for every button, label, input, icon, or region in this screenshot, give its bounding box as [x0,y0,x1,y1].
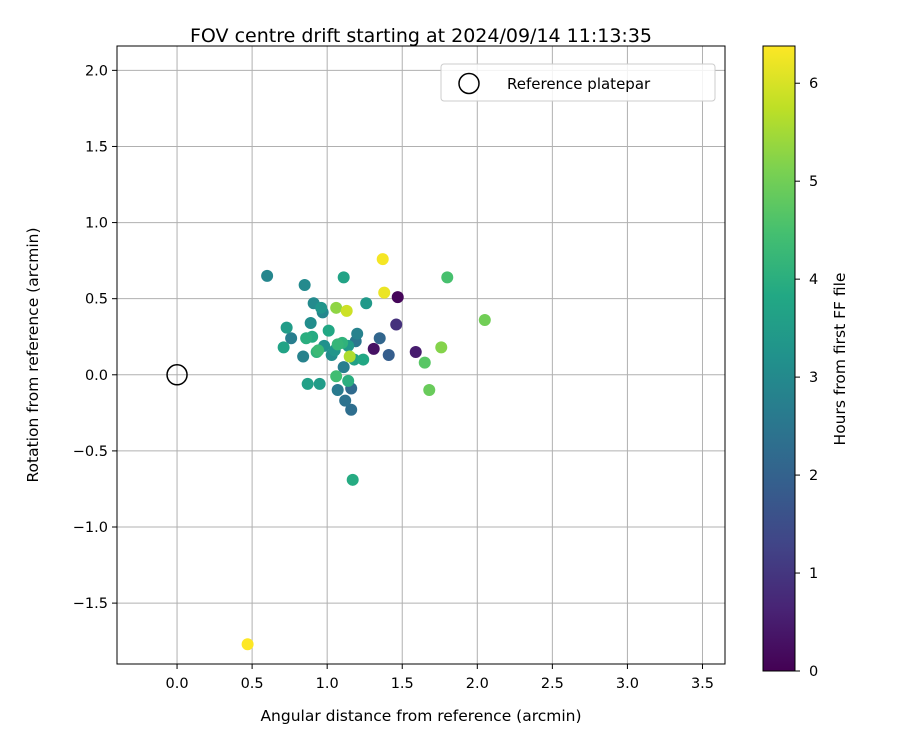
legend-box [440,63,716,102]
x-tick-label: 1.0 [316,676,339,692]
data-point [478,313,491,326]
data-point [418,356,431,369]
y-tick-label: 1.5 [85,139,108,155]
data-point [376,253,389,266]
data-points [241,253,491,651]
x-axis-ticks: 0.0 0.5 1.0 1.5 2.0 2.5 3.0 3.5 [166,664,714,692]
colorbar-tick-label: 3 [809,370,818,386]
x-tick-label: 2.0 [466,676,489,692]
colorbar-tick-label: 2 [809,468,818,484]
legend: Reference platepar [440,63,716,102]
data-point [351,327,364,340]
colorbar-ticks: 0 1 2 3 4 5 6 [795,76,818,680]
y-axis-label: Rotation from reference (arcmin) [24,227,42,482]
data-point [337,361,350,374]
data-point [331,338,344,351]
data-point [423,384,436,397]
data-point [241,638,254,651]
data-point [367,342,380,355]
y-tick-label: 0.5 [85,292,108,308]
data-point [346,473,359,486]
colorbar-tick-label: 4 [809,272,818,288]
data-point [261,269,274,282]
y-tick-label: 1.0 [85,216,108,232]
data-point [315,301,328,314]
y-axis-ticks: −1.5 −1.0 −0.5 0.0 0.5 1.0 1.5 2.0 [73,63,117,612]
x-tick-label: 3.0 [616,676,639,692]
y-tick-label: −0.5 [73,444,108,460]
x-tick-label: 3.5 [691,676,714,692]
data-point [340,304,353,317]
data-point [312,344,325,357]
data-point [378,286,391,299]
data-point [298,278,311,291]
data-point [337,271,350,284]
reference-platepar-marker [166,364,188,386]
data-point [277,341,290,354]
colorbar: 0 1 2 3 4 5 6 Hours from first FF file [762,45,849,680]
x-tick-label: 2.5 [541,676,564,692]
data-point [441,271,454,284]
legend-entry-label: Reference platepar [507,75,651,93]
data-point [345,403,358,416]
y-tick-label: −1.5 [73,596,108,612]
data-point [343,350,356,363]
data-point [300,332,313,345]
data-point [330,301,343,314]
data-point [339,394,352,407]
x-tick-label: 1.5 [391,676,414,692]
legend-marker [458,72,480,95]
colorbar-tick-label: 0 [809,664,818,680]
data-point [304,317,317,330]
colorbar-tick-label: 5 [809,174,818,190]
data-point [280,321,293,334]
x-axis-label: Angular distance from reference (arcmin) [260,707,581,725]
data-point [357,353,370,366]
data-point [382,349,395,361]
y-tick-label: 0.0 [85,368,108,384]
data-point [391,291,404,304]
x-tick-label: 0.5 [241,676,264,692]
data-point [390,318,403,331]
grid [117,46,725,664]
data-point [313,377,326,390]
plot-frame [116,45,726,665]
plot-area [117,46,725,664]
data-point [331,384,344,397]
data-point [360,297,373,310]
data-point [435,341,448,354]
data-point [373,332,386,345]
data-point [322,324,335,337]
y-tick-label: −1.0 [73,520,108,536]
x-tick-label: 0.0 [166,676,189,692]
colorbar-tick-label: 6 [809,76,818,92]
data-point [342,374,355,387]
y-tick-label: 2.0 [85,63,108,79]
colorbar-label: Hours from first FF file [831,273,849,446]
chart-title: FOV centre drift starting at 2024/09/14 … [190,25,652,47]
colorbar-gradient [762,45,796,672]
data-point [297,350,310,363]
colorbar-tick-label: 1 [809,566,818,582]
reference-marker-layer [166,364,188,386]
data-point [409,345,422,358]
data-point [301,377,314,390]
data-point [330,370,343,383]
data-point [285,332,298,345]
